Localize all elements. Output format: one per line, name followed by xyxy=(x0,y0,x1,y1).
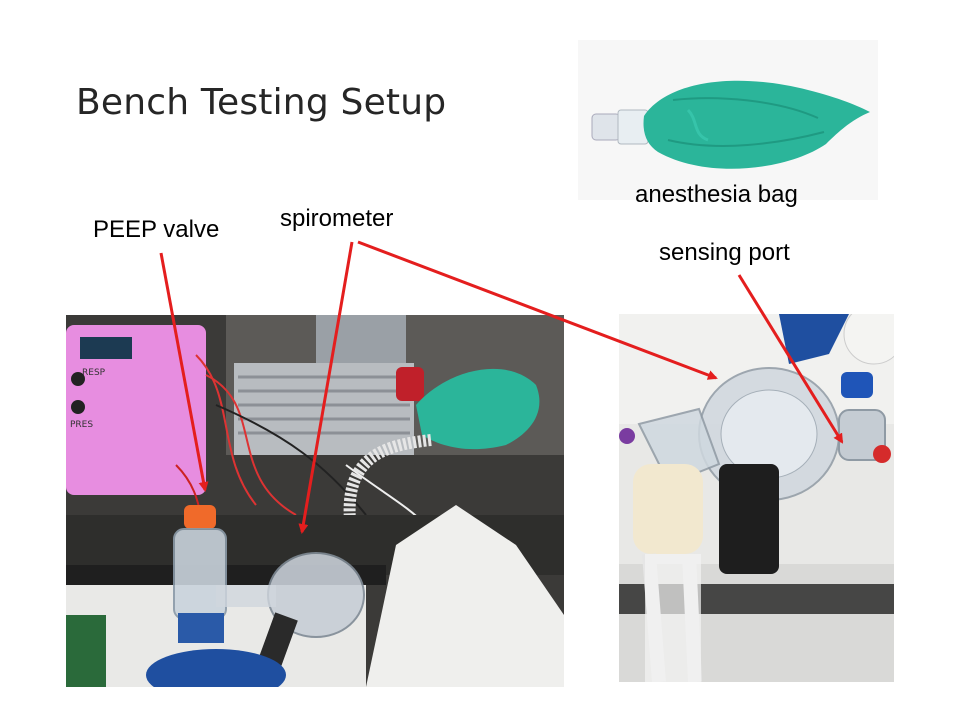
anesthesia-bag-label: anesthesia bag xyxy=(635,181,798,209)
anesthesia-bag-image xyxy=(578,40,878,200)
slide-title: Bench Testing Setup xyxy=(76,82,446,123)
device-resp-text: RESP xyxy=(82,368,106,378)
peep-valve-label: PEEP valve xyxy=(93,216,219,244)
device-pres-text: PRES xyxy=(70,420,93,430)
sensing-port-label: sensing port xyxy=(659,239,790,267)
spirometer-label: spirometer xyxy=(280,205,393,233)
sensing-port-photo xyxy=(619,314,894,682)
bench-setup-photo: RESP PRES xyxy=(66,315,564,687)
